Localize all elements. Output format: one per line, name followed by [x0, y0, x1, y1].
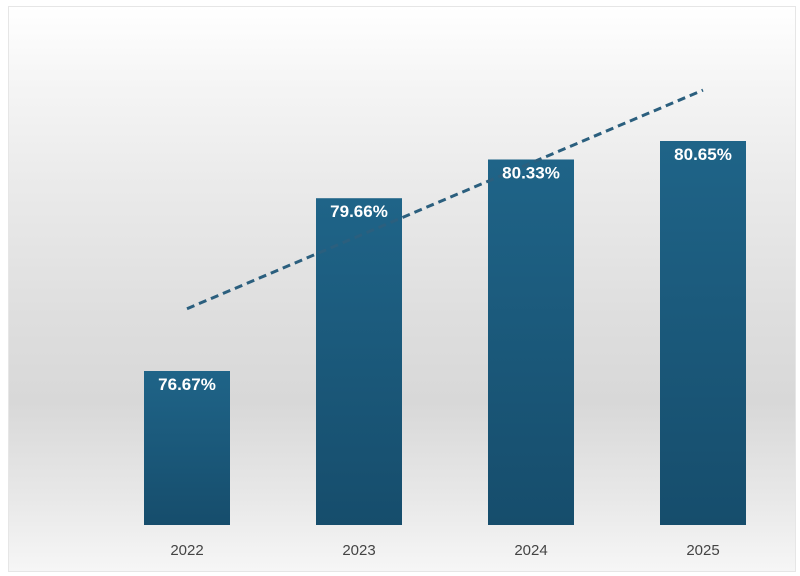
data-label-2024: 80.33%: [502, 163, 560, 182]
bar-2022: [144, 371, 230, 525]
trendline: [186, 88, 704, 311]
data-labels-group: 76.67% 79.66% 80.33% 80.65%: [158, 145, 732, 394]
x-tick-label-2024: 2024: [514, 542, 547, 559]
data-label-2022: 76.67%: [158, 375, 216, 394]
x-axis-ticks: 2022 2023 2024 2025: [170, 542, 719, 559]
bar-2024: [488, 159, 574, 525]
bars-group: [144, 141, 746, 525]
x-tick-label-2022: 2022: [170, 542, 203, 559]
trendline-group: [186, 88, 704, 311]
bar-2023: [316, 198, 402, 525]
x-tick-label-2025: 2025: [686, 542, 719, 559]
data-label-2023: 79.66%: [330, 202, 388, 221]
x-tick-label-2023: 2023: [342, 542, 375, 559]
data-label-2025: 80.65%: [674, 145, 732, 164]
bar-2025: [660, 141, 746, 525]
